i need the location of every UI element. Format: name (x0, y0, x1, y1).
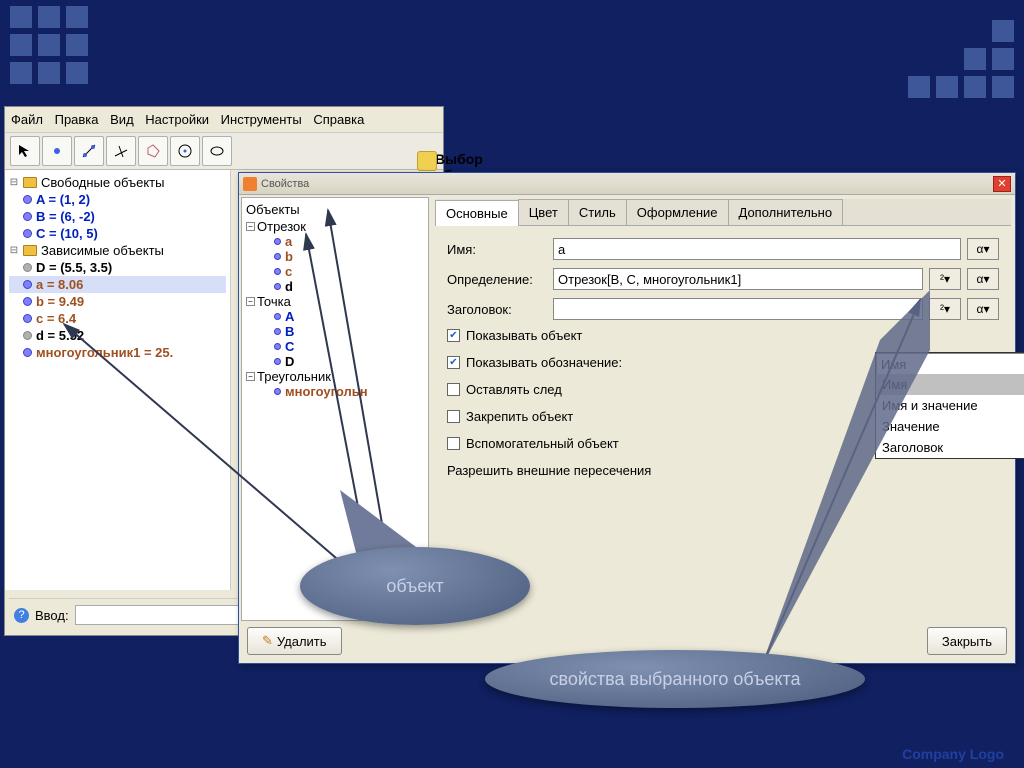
tree-item[interactable]: D (246, 354, 424, 369)
algebra-item[interactable]: d = 5.52 (9, 327, 226, 344)
sq-picker-2[interactable]: ² ▾ (929, 298, 961, 320)
caption-input[interactable] (553, 298, 923, 320)
show-label-label: Показывать обозначение: (466, 355, 622, 370)
dropdown-option[interactable]: Имя и значение (876, 395, 1024, 416)
algebra-item[interactable]: C = (10, 5) (9, 225, 226, 242)
show-object-checkbox[interactable]: ✔ (447, 329, 460, 342)
dropdown-option[interactable]: Значение (876, 416, 1024, 437)
menu-help[interactable]: Справка (313, 112, 364, 127)
tree-item[interactable]: d (246, 279, 424, 294)
algebra-item[interactable]: D = (5.5, 3.5) (9, 259, 226, 276)
callout-props: свойства выбранного объекта (485, 650, 865, 708)
menu-settings[interactable]: Настройки (145, 112, 209, 127)
alpha-picker-3[interactable]: α ▾ (967, 298, 999, 320)
menu-tools[interactable]: Инструменты (221, 112, 302, 127)
tab-3[interactable]: Оформление (626, 199, 729, 225)
algebra-item[interactable]: a = 8.06 (9, 276, 226, 293)
algebra-item[interactable]: c = 6.4 (9, 310, 226, 327)
tool-point[interactable] (42, 136, 72, 166)
aux-checkbox[interactable] (447, 437, 460, 450)
tool-polygon[interactable] (138, 136, 168, 166)
dialog-titlebar: Свойства ✕ (239, 173, 1015, 195)
dropdown-option[interactable]: Имя (876, 374, 1024, 395)
menu-edit[interactable]: Правка (55, 112, 99, 127)
tree-item[interactable]: A (246, 309, 424, 324)
caption-label: Заголовок: (447, 302, 547, 317)
input-help-icon[interactable]: ? (14, 608, 29, 623)
help-icon[interactable] (417, 151, 437, 171)
menu-view[interactable]: Вид (110, 112, 134, 127)
alpha-picker[interactable]: α ▾ (967, 238, 999, 260)
dialog-title: Свойства (261, 178, 309, 190)
dropdown-option[interactable]: Заголовок (876, 437, 1024, 458)
tool-circle[interactable] (170, 136, 200, 166)
toolbar (5, 133, 443, 170)
tree-item[interactable]: C (246, 339, 424, 354)
tree-item[interactable]: b (246, 249, 424, 264)
tab-0[interactable]: Основные (435, 200, 519, 226)
definition-label: Определение: (447, 272, 547, 287)
label-mode-select[interactable]: Имя▾ (876, 353, 1024, 375)
tree-item[interactable]: многоугольн (246, 384, 424, 399)
tree-category[interactable]: −Отрезок (246, 219, 424, 234)
tree-category[interactable]: −Треугольник (246, 369, 424, 384)
tab-2[interactable]: Стиль (568, 199, 627, 225)
property-tabs: ОсновныеЦветСтильОформлениеДополнительно (435, 199, 1011, 226)
free-objects-folder[interactable]: ⊟Свободные объекты (9, 174, 226, 191)
tab-1[interactable]: Цвет (518, 199, 569, 225)
show-label-checkbox[interactable]: ✔ (447, 356, 460, 369)
label-mode-dropdown: Имя▾ ИмяИмя и значениеЗначениеЗаголовок (875, 352, 1024, 459)
close-button[interactable]: Закрыть (927, 627, 1007, 655)
tree-item[interactable]: a (246, 234, 424, 249)
slide-header (0, 0, 1024, 105)
tool-perp[interactable] (106, 136, 136, 166)
algebra-panel: ⊟Свободные объекты A = (1, 2)B = (6, -2)… (5, 170, 231, 590)
definition-input[interactable] (553, 268, 923, 290)
sq-picker[interactable]: ² ▾ (929, 268, 961, 290)
java-icon (243, 177, 257, 191)
delete-button[interactable]: ✎Удалить (247, 627, 342, 655)
input-label: Ввод: (35, 608, 69, 623)
fix-checkbox[interactable] (447, 410, 460, 423)
algebra-item[interactable]: b = 9.49 (9, 293, 226, 310)
trace-checkbox[interactable] (447, 383, 460, 396)
alpha-picker-2[interactable]: α ▾ (967, 268, 999, 290)
tree-category[interactable]: −Точка (246, 294, 424, 309)
name-input[interactable] (553, 238, 961, 260)
tree-item[interactable]: c (246, 264, 424, 279)
name-label: Имя: (447, 242, 547, 257)
menubar: Файл Правка Вид Настройки Инструменты Сп… (5, 107, 443, 133)
company-logo: Company Logo (902, 746, 1004, 762)
menu-file[interactable]: Файл (11, 112, 43, 127)
algebra-item[interactable]: многоугольник1 = 25. (9, 344, 226, 361)
tree-item[interactable]: B (246, 324, 424, 339)
tab-4[interactable]: Дополнительно (728, 199, 844, 225)
dependent-objects-folder[interactable]: ⊟Зависимые объекты (9, 242, 226, 259)
trace-label: Оставлять след (466, 382, 562, 397)
aux-label: Вспомогательный объект (466, 436, 619, 451)
tool-line[interactable] (74, 136, 104, 166)
tool-move[interactable] (10, 136, 40, 166)
callout-object: объект (300, 547, 530, 625)
algebra-item[interactable]: A = (1, 2) (9, 191, 226, 208)
fix-label: Закрепить объект (466, 409, 573, 424)
algebra-item[interactable]: B = (6, -2) (9, 208, 226, 225)
show-object-label: Показывать объект (466, 328, 582, 343)
tree-header: Объекты (246, 202, 424, 219)
close-icon[interactable]: ✕ (993, 176, 1011, 192)
allow-label: Разрешить внешние пересечения (447, 463, 651, 478)
tool-conic[interactable] (202, 136, 232, 166)
